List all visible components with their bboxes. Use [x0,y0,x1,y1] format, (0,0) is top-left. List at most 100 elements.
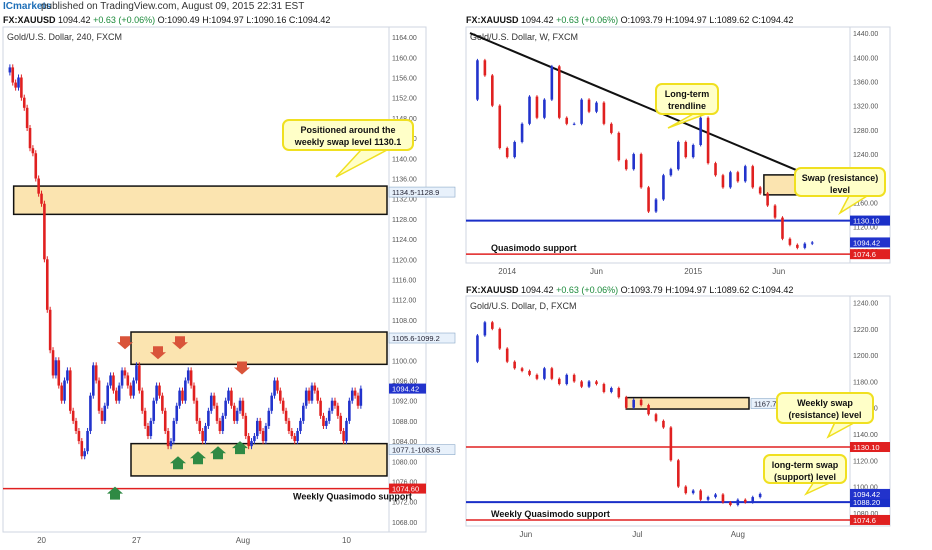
daily-candle [498,328,502,349]
h4-xtick: 20 [37,536,46,545]
h4-symbol: FX:XAUUSD [3,15,56,25]
daily-candle [513,361,516,369]
h4-candle [172,420,176,442]
daily-chart: Gold/U.S. Dollar, D, FXCM1080.001100.001… [465,295,891,539]
daily-candle [617,388,621,398]
daily-candle [662,420,665,428]
weekly-level-tag-bg [850,249,890,260]
h4-candle [198,420,202,431]
daily-ytick: 1180.00 [853,379,878,386]
h4-candle [117,385,121,401]
weekly-candle [572,123,576,125]
h4-candle [348,400,351,421]
h4-candle [267,410,271,426]
weekly-candle [677,141,680,170]
daily-candle [520,368,524,371]
h4-candle [264,425,268,442]
h4-ytick: 1100.00 [392,358,417,365]
h4-candle [37,178,40,194]
h4-candle [238,400,242,411]
h4-candle [227,390,230,401]
weekly-candle [587,99,591,112]
daily-level-tag: 1130.10 [853,443,880,452]
h4-candle [129,385,133,396]
h4-candle [163,410,167,431]
h4-candle [350,390,354,401]
weekly-candle [639,154,643,188]
weekly-candle [796,244,799,248]
daily-candle [535,374,539,379]
up-arrow-marker [210,446,226,460]
daily-candle [572,374,576,382]
daily-symbol: FX:XAUUSD [466,285,519,295]
daily-candle [706,497,710,500]
daily-zone [625,396,750,410]
daily-candle [476,335,479,362]
h4-xtick: 27 [132,536,141,545]
daily-level-tag-bg [850,442,890,453]
daily-candle [491,322,494,329]
weekly-candle [602,102,606,124]
h4-candle [273,380,276,396]
weekly-ytick: 1120.00 [853,225,878,232]
h4-candle [253,436,256,442]
weekly-trendline [469,32,817,180]
h4-candle [241,400,245,416]
h4-candle [353,390,357,396]
weekly-candle [505,148,509,158]
h4-candle [215,405,219,421]
h4-candle [57,360,61,386]
daily-close: C:1094.42 [751,285,794,295]
swap-resistance-callout-text: level [830,185,850,195]
h4-zone [130,442,388,477]
weekly-candle [513,141,516,158]
daily-candle [654,414,658,421]
weekly-level-tag: 1130.10 [853,217,880,226]
h4-ytick: 1088.00 [392,419,417,426]
h4-ytick: 1160.00 [392,55,417,62]
daily-candle [714,494,717,498]
weekly-candle [565,117,569,124]
h4-candle [293,436,296,442]
h4-candle [135,365,138,381]
h4-close: C:1094.42 [288,15,331,25]
h4-candle [138,365,141,391]
up-arrow-marker [190,451,206,465]
trendline-callout-box [655,83,719,115]
h4-xtick: 10 [342,536,351,545]
h4-level-tag: 1074.60 [392,485,419,494]
weekly-xtick: Jun [590,267,603,276]
up-arrow-marker [107,486,123,500]
h4-candle [123,370,127,376]
h4-zone [12,185,388,216]
daily-ytick: 1140.00 [853,432,878,439]
h4-candle [74,420,78,431]
daily-ytick: 1120.00 [853,458,878,465]
h4-candle [11,67,15,83]
weekly-level-tag: 1074.6 [853,250,876,259]
daily-candle [550,368,554,379]
weekly-candle [647,187,650,212]
h4-ytick: 1072.00 [392,500,417,507]
h4-candle [189,370,193,386]
h4-candle [181,390,184,401]
daily-level-tag: 1088.20 [853,498,880,507]
h4-candle [68,370,72,411]
weekly-ytick: 1240.00 [853,152,878,159]
daily-candle [557,378,561,385]
daily-candle [483,322,487,336]
weekly-candle [580,99,583,124]
weekly-candle [699,117,702,145]
swap-resistance-callout-text: Swap (resistance) [802,173,879,183]
h4-candle [184,380,187,401]
weekly-plot-area [465,26,851,264]
h4-ytick: 1116.00 [392,278,416,285]
weekly-candle [766,193,769,206]
h4-callout-text: Positioned around the [300,125,395,135]
broker-logo[interactable]: ICmarkets [3,1,52,12]
h4-candle [149,420,153,437]
weekly-candle [557,66,561,118]
h4-candle [132,380,135,396]
daily-candle [729,502,732,505]
